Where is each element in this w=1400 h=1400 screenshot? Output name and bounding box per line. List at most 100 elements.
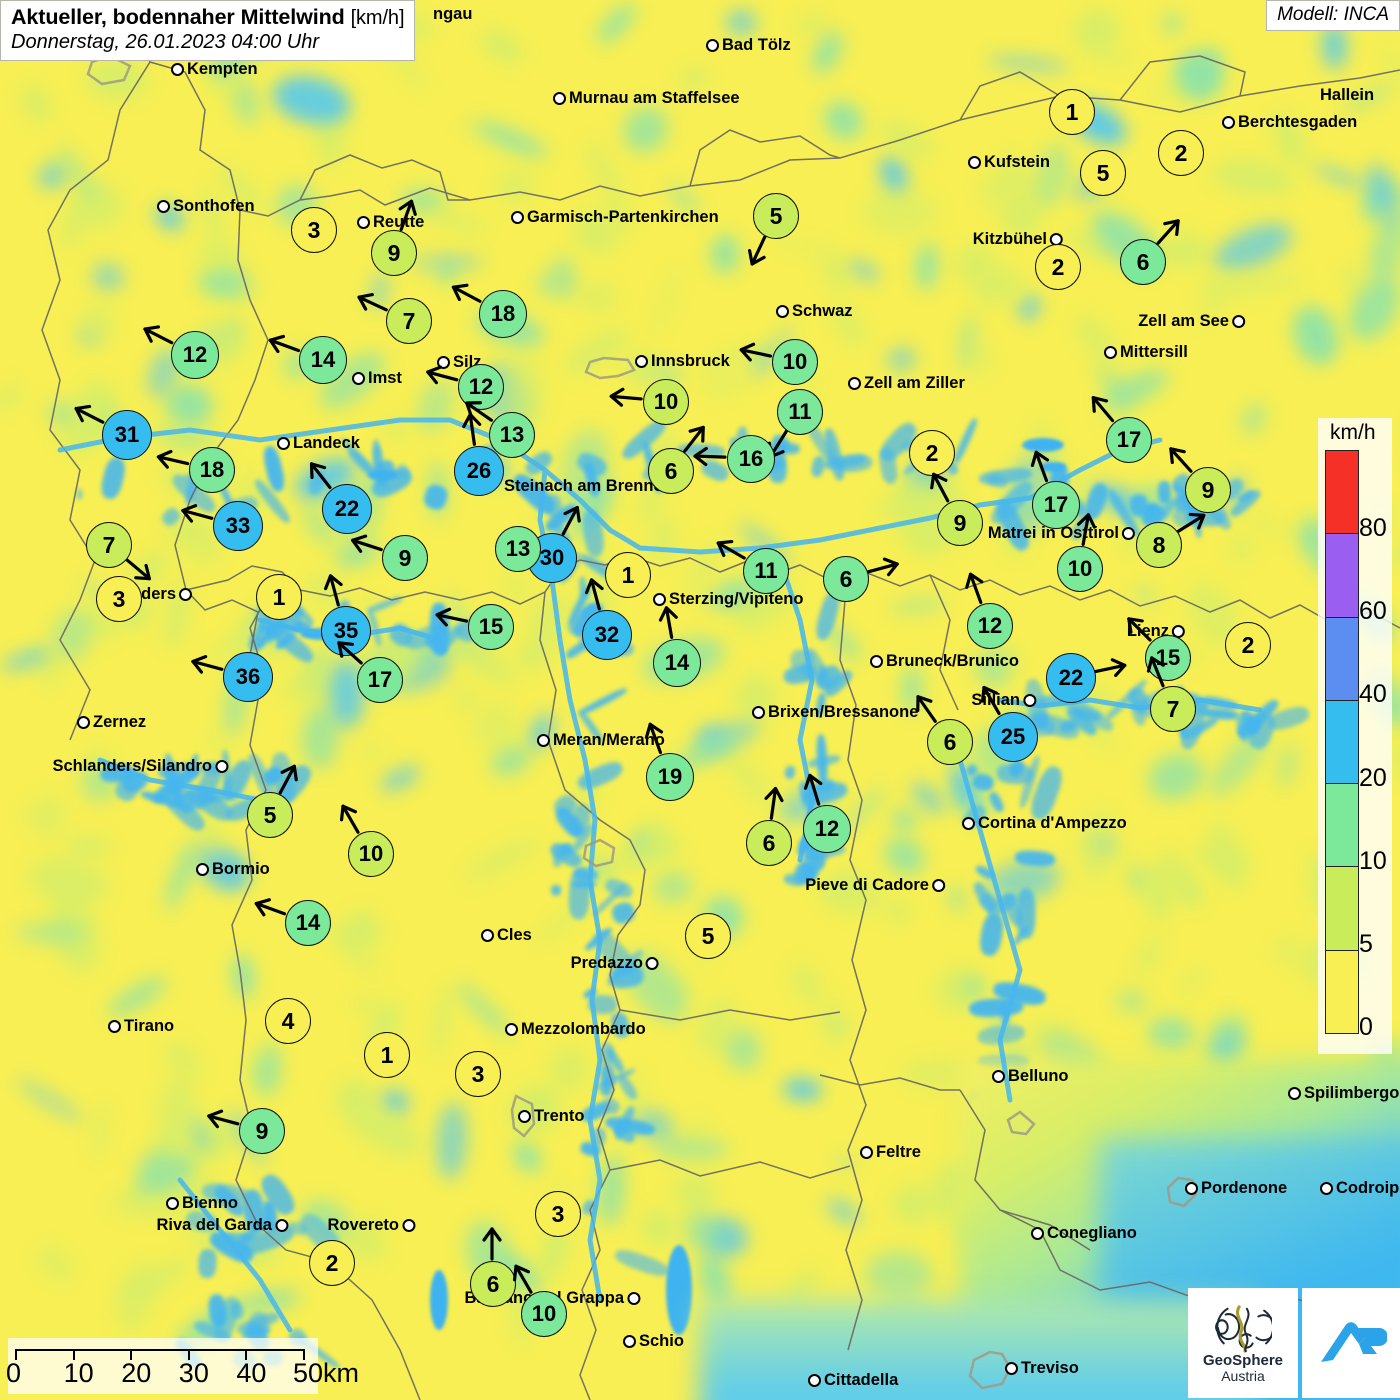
wind-station-marker[interactable]: 7 [1112, 648, 1232, 768]
wind-station-marker[interactable]: 5 [715, 155, 835, 275]
wind-speed-badge[interactable]: 4 [265, 998, 311, 1044]
wind-speed-badge[interactable]: 5 [685, 913, 731, 959]
wind-speed-badge[interactable]: 25 [988, 712, 1038, 762]
wind-station-marker[interactable]: 6 [889, 681, 1009, 801]
wind-speed-badge[interactable]: 6 [823, 556, 869, 602]
wind-station-marker[interactable]: 2 [997, 206, 1117, 326]
terrain-blob [29, 1237, 81, 1290]
wind-station-marker[interactable]: 17 [319, 619, 439, 739]
wind-station-marker[interactable]: 2 [271, 1202, 391, 1322]
city-marker-dot [179, 587, 192, 601]
wind-speed-badge[interactable]: 6 [470, 1261, 516, 1307]
wind-station-marker[interactable]: 9 [1147, 429, 1267, 549]
wind-speed-badge[interactable]: 16 [727, 435, 775, 483]
city-label: Predazzo [571, 955, 659, 972]
city-name-text: Predazzo [570, 954, 643, 972]
wind-station-marker[interactable]: 3 [58, 538, 178, 658]
wind-station-marker[interactable]: 6 [785, 518, 905, 638]
terrain-blob [846, 255, 883, 287]
wind-speed-badge[interactable]: 6 [648, 448, 694, 494]
city-marker-dot [776, 304, 789, 318]
wind-speed-badge[interactable]: 5 [753, 193, 799, 239]
wind-speed-badge[interactable]: 12 [171, 331, 219, 379]
terrain-blob [460, 116, 482, 139]
wind-speed-badge[interactable]: 14 [653, 639, 701, 687]
title-unit-text: [km/h] [350, 7, 405, 29]
wind-speed-badge[interactable]: 19 [646, 753, 694, 801]
wind-speed-badge[interactable]: 17 [357, 657, 403, 703]
wind-speed-badge[interactable]: 9 [371, 230, 417, 276]
wind-speed-badge[interactable]: 7 [1150, 686, 1196, 732]
wind-station-marker[interactable]: 25 [952, 676, 1072, 796]
city-label: Sonthofen [157, 198, 255, 215]
wind-speed-badge[interactable]: 5 [1080, 150, 1126, 196]
city-label: Bienno [166, 1195, 238, 1212]
city-marker-dot [437, 355, 450, 369]
wind-station-marker[interactable]: 5 [647, 875, 767, 995]
wind-speed-badge[interactable]: 10 [643, 379, 689, 425]
wind-speed-badge[interactable]: 8 [1136, 522, 1182, 568]
scale-bar-label: 20 [121, 1358, 152, 1388]
wind-speed-badge[interactable]: 9 [1185, 467, 1231, 513]
wind-speed-badge[interactable]: 14 [285, 900, 331, 946]
wind-speed-badge[interactable]: 14 [299, 336, 347, 384]
wind-speed-badge[interactable]: 2 [309, 1240, 355, 1286]
map-timestamp: Donnerstag, 26.01.2023 04:00 Uhr [11, 31, 319, 53]
city-marker-dot [1122, 526, 1135, 540]
city-name-text: Schio [639, 1332, 684, 1350]
valley-band [977, 910, 1007, 958]
city-label: Pordenone [1185, 1180, 1287, 1197]
wind-speed-badge[interactable]: 2 [1035, 244, 1081, 290]
wind-station-marker[interactable]: 3 [417, 1013, 537, 1133]
wind-speed-badge[interactable]: 22 [1046, 653, 1096, 703]
valley-band [572, 880, 596, 888]
city-label: Zell am See [1138, 313, 1245, 330]
valley-band [977, 1022, 1026, 1047]
wind-speed-badge[interactable]: 9 [239, 1108, 285, 1154]
wind-speed-badge[interactable]: 3 [291, 207, 337, 253]
city-label: Cortina d'Ampezzo [962, 815, 1127, 832]
wind-speed-badge[interactable]: 31 [102, 410, 152, 460]
wind-speed-badge[interactable]: 2 [1158, 130, 1204, 176]
city-label: Treviso [1005, 1360, 1079, 1377]
wind-station-marker[interactable]: 6 [1082, 201, 1202, 321]
wind-speed-badge[interactable]: 3 [96, 576, 142, 622]
wind-speed-badge[interactable]: 6 [1120, 239, 1166, 285]
legend-tick-label: 0 [1359, 1013, 1373, 1041]
wind-speed-badge[interactable]: 6 [927, 719, 973, 765]
valley-band [573, 867, 599, 882]
scale-bar-label: 10 [63, 1358, 94, 1388]
wind-speed-badge[interactable]: 18 [479, 290, 527, 338]
wind-speed-badge[interactable]: 7 [386, 298, 432, 344]
city-label: Belluno [992, 1068, 1069, 1085]
wind-speed-badge[interactable]: 15 [468, 604, 514, 650]
wind-station-marker[interactable]: 15 [430, 566, 550, 686]
valley-band [1016, 888, 1036, 939]
wind-station-marker[interactable]: 6 [432, 1223, 552, 1343]
wind-speed-badge[interactable]: 36 [223, 652, 273, 702]
city-marker-dot [402, 1218, 415, 1232]
wind-station-marker[interactable]: 9 [201, 1070, 321, 1190]
city-name-text: Schlanders/Silandro [52, 757, 212, 775]
wind-speed-badge[interactable]: 11 [743, 548, 789, 594]
wind-station-marker[interactable]: 10 [483, 1253, 603, 1373]
legend-band-5 [1326, 867, 1358, 951]
wind-speed-badge[interactable]: 12 [967, 603, 1013, 649]
wind-speed-badge[interactable]: 10 [1057, 546, 1103, 592]
wind-station-marker[interactable]: 36 [187, 616, 307, 736]
wind-speed-badge[interactable]: 5 [247, 792, 293, 838]
wind-speed-badge[interactable]: 10 [772, 339, 818, 385]
wind-speed-badge[interactable]: 1 [364, 1032, 410, 1078]
wind-speed-badge[interactable]: 9 [937, 500, 983, 546]
wind-speed-badge[interactable]: 6 [746, 820, 792, 866]
wind-speed-badge[interactable]: 3 [455, 1051, 501, 1097]
wind-station-marker[interactable]: 14 [262, 299, 382, 419]
wind-speed-badge[interactable]: 10 [521, 1291, 567, 1337]
wind-speed-badge[interactable]: 2 [1225, 622, 1271, 668]
terrain-blob [1311, 161, 1369, 192]
wind-station-marker[interactable]: 9 [899, 462, 1019, 582]
city-name-text: Imst [368, 369, 402, 387]
wind-station-marker[interactable]: 14 [616, 602, 736, 722]
wind-station-marker[interactable]: 2 [1187, 584, 1307, 704]
